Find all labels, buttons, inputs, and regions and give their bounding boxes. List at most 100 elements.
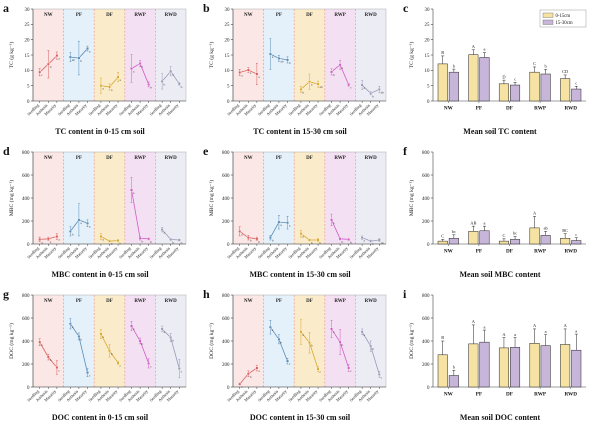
y-tick-label: 800 (222, 151, 230, 156)
sig-letter: a (311, 83, 313, 87)
sig-letter: b (142, 342, 144, 346)
sig-letter: c (58, 368, 60, 372)
data-point (360, 83, 364, 87)
y-tick-label: 15 (425, 54, 431, 59)
y-tick-label: 600 (222, 174, 230, 179)
sig-letter: b (250, 239, 252, 243)
sig-letter: c (181, 370, 183, 374)
y-tick-label: 15 (25, 54, 31, 59)
x-category-label: RWP (534, 106, 547, 112)
bar (540, 73, 551, 102)
data-point (68, 55, 72, 59)
bar (510, 347, 521, 388)
sig-letter: a (102, 335, 104, 339)
sig-letter: b (333, 73, 335, 77)
y-tick-label: 200 (422, 363, 430, 368)
y-tick-label: 20 (225, 38, 231, 43)
panel-g: g NW PF DF RWP RWD 0 200 400 600 800 DOC (mg kg⁻¹)… (0, 287, 200, 430)
data-point (369, 239, 373, 243)
sig-letter: b (258, 240, 260, 244)
y-tick-label: 25 (225, 23, 231, 28)
y-tick-label: 400 (422, 197, 430, 202)
sig-letter: a (80, 221, 82, 225)
bar (448, 375, 459, 388)
sig-letter: b (50, 358, 52, 362)
panel-a: a NW PF DF RWP RWD 0 5 10 15 20 25 30 TC (g kg⁻¹) c b a… (0, 1, 200, 144)
sig-letter: a (58, 57, 60, 61)
sig-letter: b (302, 90, 304, 94)
bar (571, 240, 582, 245)
x-category-label: RWD (564, 392, 577, 398)
data-point (369, 344, 373, 348)
y-tick-label: 600 (222, 317, 230, 322)
bar-letter: B (441, 50, 444, 55)
data-point (99, 235, 103, 238)
sig-letter: c (119, 364, 121, 368)
sig-letter: ab (280, 59, 284, 63)
group-strip (33, 152, 64, 244)
data-point (330, 70, 333, 74)
bar (448, 71, 459, 102)
bar-letter: C (533, 61, 536, 66)
y-tick-label: 400 (22, 340, 30, 345)
bar-letter: D (502, 74, 505, 79)
sig-letter: b (72, 232, 74, 236)
group-label: PF (76, 299, 82, 304)
data-point (286, 58, 289, 62)
chart-canvas-b: NW PF DF RWP RWD 0 5 10 15 20 25 30 TC (g kg⁻¹) a a a Se… (200, 1, 400, 125)
bar (529, 343, 540, 388)
panel-letter-g: g (3, 287, 9, 301)
sig-letter: a (89, 224, 91, 228)
bar (479, 230, 490, 245)
group-label: RWD (365, 13, 377, 18)
sig-letter: b (172, 240, 174, 244)
legend-label: 15-30cm (556, 21, 573, 26)
y-tick-label: 600 (422, 174, 430, 179)
bar-letter: ab (544, 226, 549, 231)
bar (468, 231, 479, 245)
panel-h: h NW PF DF RWP RWD 0 200 400 600 800 DOC (mg kg⁻¹)… (200, 287, 400, 430)
data-point (238, 382, 242, 386)
bar-letter: B (441, 335, 444, 340)
y-axis-title: DOC (mg kg⁻¹) (208, 323, 215, 359)
bar-letter: AB (470, 220, 476, 225)
bar (437, 354, 448, 388)
data-point (46, 62, 50, 66)
bar (571, 88, 582, 102)
line-chart: NW PF DF RWP RWD 0 200 400 600 800 DOC (mg kg⁻¹) c b… (208, 294, 387, 403)
data-point (177, 367, 181, 370)
chart-title-c: Mean soil TC content (463, 127, 537, 136)
sig-letter: b (164, 82, 166, 86)
y-axis-title: TC (g kg⁻¹) (8, 42, 15, 69)
bar (560, 344, 571, 388)
data-point (38, 238, 42, 241)
sig-letter: a (333, 221, 335, 225)
x-category-label: PF (476, 392, 482, 398)
sig-letter: a (119, 78, 121, 82)
sig-letter: b (142, 239, 144, 243)
sig-letter: a (302, 333, 304, 337)
data-point (347, 238, 351, 241)
sig-letter: b (342, 343, 344, 347)
bar-letter: bc (513, 231, 517, 236)
data-point (299, 87, 303, 91)
group-label: NW (244, 13, 253, 18)
data-point (130, 67, 133, 70)
bar-letter: BC (562, 228, 568, 233)
sig-letter: a (164, 330, 166, 334)
group-label: RWD (165, 299, 177, 304)
sig-letter: a (258, 75, 260, 79)
sig-letter: a (142, 65, 144, 69)
panel-letter-i: i (403, 287, 407, 301)
data-point (68, 322, 72, 326)
bar-letter: C (441, 234, 444, 239)
y-axis-title: DOC (mg kg⁻¹) (8, 323, 15, 359)
chart-title-h: DOC content in 15-30 cm soil (249, 413, 351, 422)
y-tick-label: 30 (25, 8, 31, 13)
group-strip (155, 152, 186, 244)
data-point (177, 82, 181, 86)
bar (510, 239, 521, 245)
